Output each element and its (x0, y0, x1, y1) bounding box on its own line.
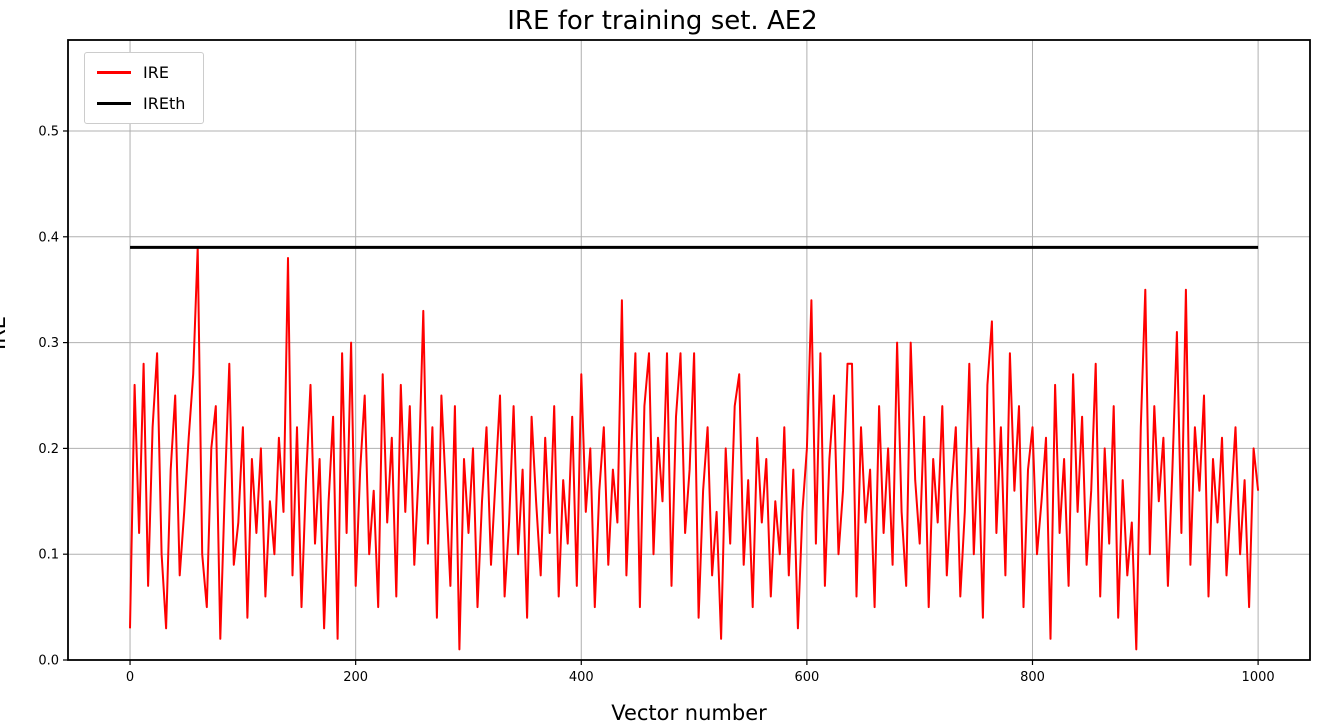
y-tick-label: 0.0 (38, 654, 59, 669)
x-tick-label: 200 (343, 670, 368, 685)
legend: IRE IREth (84, 52, 205, 124)
ire-line-swatch (97, 71, 131, 74)
chart-title: IRE for training set. AE2 (507, 6, 818, 36)
x-tick-label: 800 (1020, 670, 1045, 685)
y-tick-label: 0.5 (38, 124, 59, 139)
legend-item-ire: IRE (97, 63, 185, 82)
x-tick-label: 0 (126, 670, 134, 685)
legend-label-ireth: IREth (143, 94, 186, 113)
x-tick-label: 400 (569, 670, 594, 685)
legend-label-ire: IRE (143, 63, 169, 82)
ireth-line-swatch (97, 102, 131, 105)
legend-item-ireth: IREth (97, 94, 185, 113)
y-tick-label: 0.2 (38, 442, 59, 457)
x-axis-label: Vector number (611, 701, 767, 725)
x-tick-label: 600 (794, 670, 819, 685)
x-tick-label: 1000 (1242, 670, 1275, 685)
series-ire (129, 246, 1260, 651)
y-tick-label: 0.4 (38, 230, 59, 245)
y-tick-label: 0.3 (38, 336, 59, 351)
y-tick-label: 0.1 (38, 548, 59, 563)
